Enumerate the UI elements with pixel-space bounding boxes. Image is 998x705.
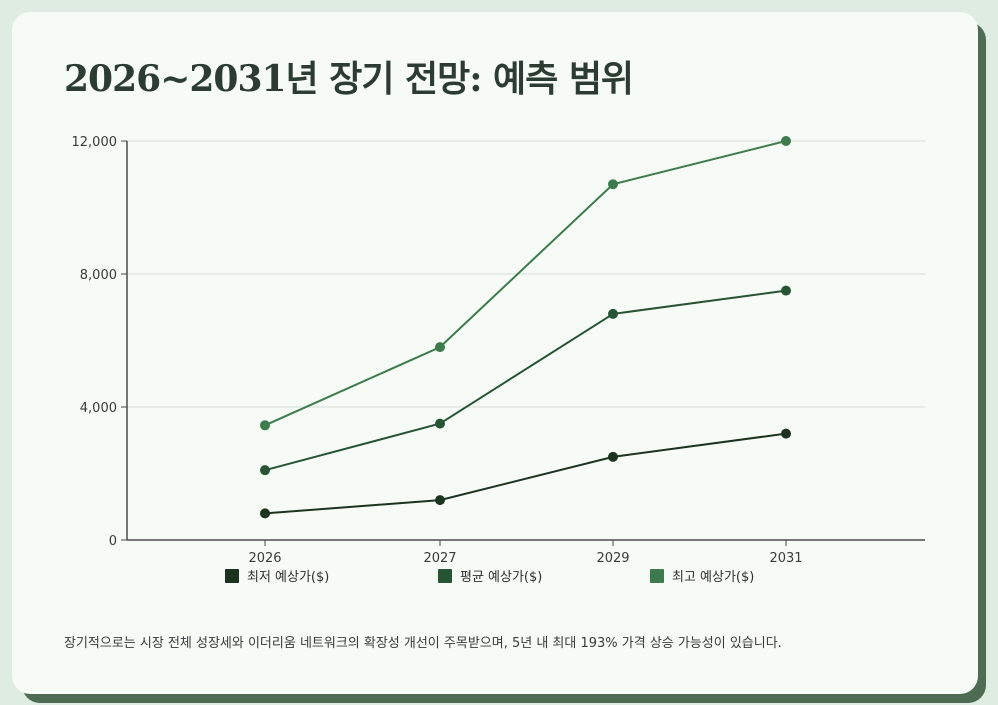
legend-item-2[interactable]: 최고 예상가($) [650, 566, 754, 585]
x-tick-label: 2029 [596, 551, 629, 566]
data-point [781, 285, 791, 296]
tick-labels: 0 4,000 8,000 12,000 2026 2027 2029 2031 [72, 135, 803, 566]
data-point [435, 342, 445, 353]
y-tick-label: 4,000 [80, 401, 117, 416]
data-point [260, 420, 270, 431]
legend: 최저 예상가($) 평균 예상가($) 최고 예상가($) [12, 566, 978, 588]
x-tick-label: 2026 [248, 551, 281, 566]
legend-label: 최고 예상가($) [672, 570, 755, 585]
grid-lines [127, 140, 925, 408]
series-line-2 [264, 140, 787, 427]
chart-title: 2026~2031년 장기 전망: 예측 범위 [64, 58, 634, 100]
data-point [608, 308, 618, 319]
series-line-1 [264, 289, 787, 472]
data-point [435, 418, 445, 429]
legend-label: 평균 예상가($) [460, 570, 543, 585]
y-tick-label: 8,000 [80, 268, 117, 283]
x-tick-label: 2031 [769, 551, 802, 566]
y-tick-label: 0 [109, 534, 117, 549]
data-point [781, 428, 791, 439]
data-point [608, 179, 618, 190]
footnote: 장기적으로는 시장 전체 성장세와 이더리움 네트워크의 확장성 개선이 주목받… [64, 636, 782, 651]
axes [121, 140, 925, 546]
legend-label: 최저 예상가($) [247, 570, 330, 585]
legend-swatch [438, 568, 452, 583]
legend-swatch [650, 568, 664, 583]
chart-card: 2026~2031년 장기 전망: 예측 범위 0 4,000 8,000 12,00… [12, 12, 978, 694]
legend-item-1[interactable]: 평균 예상가($) [438, 566, 542, 585]
data-point [435, 495, 445, 506]
legend-swatch [225, 568, 239, 583]
y-tick-label: 12,000 [72, 135, 118, 150]
data-point [260, 508, 270, 519]
x-tick-label: 2027 [423, 551, 456, 566]
data-point [608, 451, 618, 462]
series-line-0 [264, 432, 787, 515]
data-point [781, 136, 791, 146]
series-lines [260, 136, 791, 519]
data-point [260, 465, 270, 476]
line-chart: 0 4,000 8,000 12,000 2026 2027 2029 2031 [72, 135, 925, 566]
legend-item-0[interactable]: 최저 예상가($) [225, 566, 329, 585]
